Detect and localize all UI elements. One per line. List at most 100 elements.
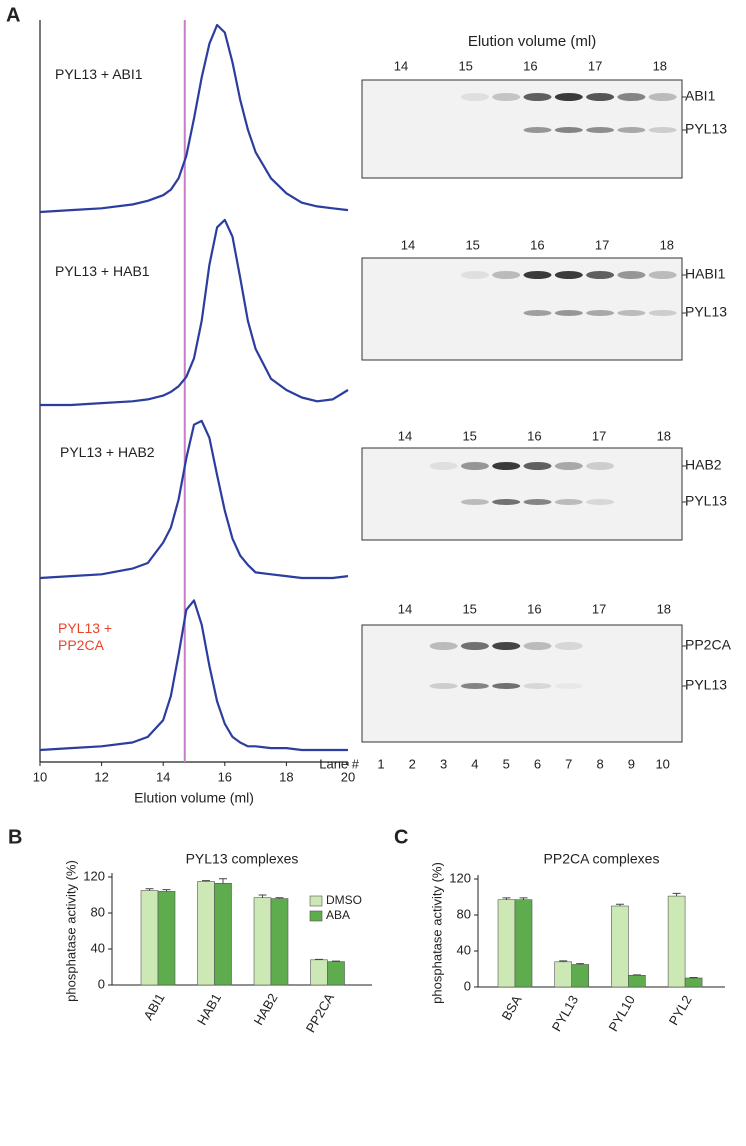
band [554, 271, 583, 279]
band [554, 499, 583, 505]
band [648, 127, 677, 133]
band [523, 499, 552, 505]
bar [140, 890, 159, 986]
x-tick-label: PYL2 [666, 993, 695, 1028]
y-tick-label: 40 [457, 942, 471, 957]
lane-label: Lane # [319, 756, 360, 771]
y-tick-label: 0 [98, 976, 105, 991]
error-bar [615, 903, 624, 906]
band [460, 683, 489, 689]
bar [611, 905, 629, 988]
band [617, 127, 646, 133]
trace-label: PYL13 + HAB1 [55, 263, 150, 279]
y-tick-label: 80 [91, 904, 105, 919]
bar [667, 895, 686, 988]
elution-label: 17 [592, 428, 606, 443]
trace-label: PYL13 + PP2CA [58, 620, 113, 653]
lane-number: 6 [534, 756, 541, 771]
x-tick-label: PYL13 [549, 993, 582, 1034]
lane-number: 8 [596, 756, 603, 771]
elution-label: 17 [588, 58, 602, 73]
elution-label: 18 [657, 601, 671, 616]
band [523, 93, 552, 101]
panel-letter: C [394, 826, 408, 848]
band [649, 462, 677, 470]
x-tick-label: 18 [279, 769, 293, 784]
y-tick-label: 120 [449, 870, 471, 885]
y-tick-label: 80 [457, 906, 471, 921]
band [523, 127, 552, 133]
panel-letter: B [8, 826, 22, 848]
elution-label: 15 [462, 601, 476, 616]
band [586, 462, 615, 470]
error-bar [162, 889, 171, 892]
band [461, 127, 489, 133]
bar [554, 961, 573, 988]
band [617, 683, 645, 689]
band [648, 271, 677, 279]
lane-number: 3 [440, 756, 447, 771]
lane-number: 10 [655, 756, 669, 771]
band [398, 310, 426, 316]
bar [310, 959, 328, 986]
band [586, 271, 615, 279]
band [367, 462, 395, 470]
band [430, 93, 458, 101]
x-tick-label: 16 [218, 769, 232, 784]
y-tick-label: 40 [91, 940, 105, 955]
elution-label: 14 [398, 428, 412, 443]
band [554, 642, 583, 650]
legend-swatch [309, 895, 323, 907]
band [523, 683, 552, 689]
band-label: PYL13 [685, 304, 727, 320]
error-bar [145, 888, 154, 891]
band [367, 683, 395, 689]
band [492, 271, 521, 279]
band [554, 127, 583, 133]
band [649, 683, 677, 689]
lane-number: 5 [503, 756, 510, 771]
band [617, 271, 646, 279]
legend-label: ABA [326, 908, 350, 922]
elution-label: 17 [592, 601, 606, 616]
band [430, 499, 458, 505]
error-bar [258, 894, 267, 898]
band [430, 127, 458, 133]
band-label: HABI1 [685, 266, 726, 282]
band [586, 642, 614, 650]
lane-number: 2 [409, 756, 416, 771]
band [398, 462, 426, 470]
x-tick-label: 10 [33, 769, 47, 784]
band-label: PP2CA [685, 637, 732, 653]
elution-label: 17 [595, 237, 609, 252]
elution-label: 14 [398, 601, 412, 616]
band [492, 642, 521, 650]
x-tick-label: BSA [499, 992, 525, 1022]
elution-label: 16 [523, 58, 537, 73]
elution-label: 14 [394, 58, 408, 73]
y-tick-label: 0 [464, 978, 471, 993]
band [586, 499, 615, 505]
x-tick-label: 14 [156, 769, 170, 784]
band [398, 93, 426, 101]
band-label: HAB2 [685, 457, 722, 473]
band [617, 642, 645, 650]
chart-title: PP2CA complexes [544, 851, 660, 867]
elution-label: 18 [657, 428, 671, 443]
error-bar [202, 880, 210, 882]
band [430, 271, 458, 279]
band [648, 310, 677, 316]
x-tick-label: PYL10 [605, 993, 638, 1034]
legend-swatch [309, 910, 323, 922]
bar [497, 899, 516, 988]
bar [684, 977, 703, 988]
error-bar [502, 897, 511, 900]
band [586, 127, 615, 133]
band [367, 642, 395, 650]
elution-label: 16 [527, 428, 541, 443]
band [460, 642, 489, 650]
band [460, 462, 489, 470]
band [398, 271, 426, 279]
band [523, 462, 552, 470]
elution-label: 15 [465, 237, 479, 252]
